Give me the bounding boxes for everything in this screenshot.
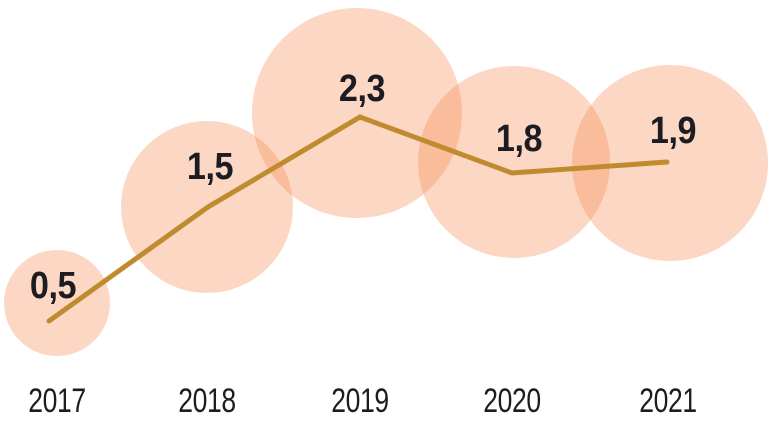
axis-label-2021: 2021 (639, 382, 697, 420)
bubble-group (4, 8, 768, 356)
axis-label-2020: 2020 (483, 382, 541, 420)
axis-label-2019: 2019 (331, 382, 389, 420)
value-label-2018: 1,5 (186, 146, 234, 188)
bubble-2019 (252, 8, 462, 218)
axis-label-2018: 2018 (178, 382, 236, 420)
bubble-2021 (572, 65, 768, 261)
value-label-2021: 1,9 (649, 110, 697, 152)
axis-label-2017: 2017 (28, 382, 86, 420)
value-label-2020: 1,8 (495, 118, 543, 160)
trend-line (46, 114, 670, 324)
bubble-2017 (4, 250, 110, 356)
value-label-2019: 2,3 (338, 68, 386, 110)
bubble-2020 (418, 66, 610, 258)
line-group (46, 114, 670, 324)
value-label-2017: 0,5 (29, 265, 77, 307)
